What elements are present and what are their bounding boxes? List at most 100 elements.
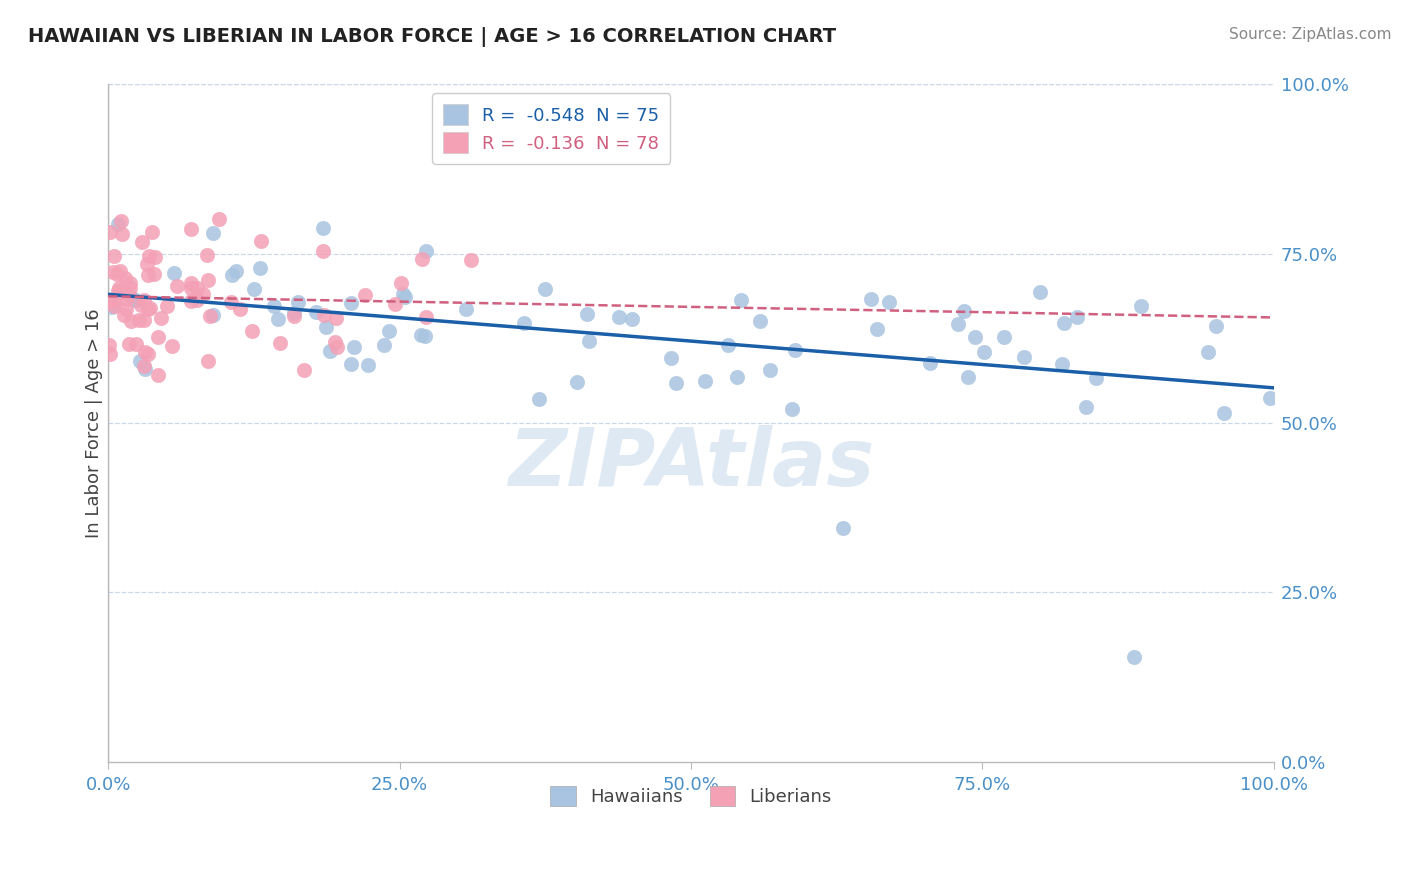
- Point: [124, 293, 146, 307]
- Point: [389, 276, 412, 290]
- Point: [354, 287, 377, 301]
- Point: [287, 295, 309, 310]
- Point: [180, 281, 202, 295]
- Point: [269, 336, 291, 351]
- Point: [101, 265, 124, 279]
- Point: [527, 392, 550, 407]
- Point: [98, 225, 121, 239]
- Point: [411, 252, 433, 266]
- Point: [965, 330, 987, 344]
- Point: [411, 328, 433, 343]
- Point: [717, 338, 740, 352]
- Point: [195, 248, 218, 262]
- Point: [198, 309, 221, 323]
- Point: [186, 293, 208, 307]
- Point: [312, 244, 335, 259]
- Point: [146, 368, 169, 382]
- Point: [110, 285, 132, 300]
- Point: [384, 297, 406, 311]
- Point: [578, 334, 600, 349]
- Point: [148, 330, 170, 344]
- Point: [186, 281, 208, 295]
- Point: [392, 286, 415, 301]
- Point: [118, 287, 141, 301]
- Point: [103, 249, 125, 263]
- Point: [730, 293, 752, 307]
- Text: Source: ZipAtlas.com: Source: ZipAtlas.com: [1229, 27, 1392, 42]
- Point: [107, 281, 129, 295]
- Point: [1029, 285, 1052, 299]
- Point: [394, 289, 416, 303]
- Point: [357, 359, 380, 373]
- Point: [283, 309, 305, 323]
- Point: [108, 285, 131, 300]
- Point: [665, 376, 688, 391]
- Point: [97, 338, 120, 352]
- Point: [693, 374, 716, 388]
- Point: [304, 305, 326, 319]
- Y-axis label: In Labor Force | Age > 16: In Labor Force | Age > 16: [86, 309, 103, 538]
- Point: [378, 324, 401, 338]
- Point: [242, 282, 264, 296]
- Point: [103, 299, 125, 313]
- Point: [340, 357, 363, 371]
- Point: [1076, 401, 1098, 415]
- Point: [112, 308, 135, 322]
- Point: [249, 260, 271, 275]
- Point: [229, 302, 252, 317]
- Point: [267, 312, 290, 326]
- Point: [180, 276, 202, 290]
- Point: [283, 306, 305, 320]
- Point: [343, 340, 366, 354]
- Point: [460, 252, 482, 267]
- Point: [513, 316, 536, 330]
- Point: [1197, 345, 1219, 359]
- Point: [124, 293, 146, 307]
- Point: [533, 282, 555, 296]
- Point: [782, 402, 804, 417]
- Point: [973, 345, 995, 359]
- Point: [607, 310, 630, 324]
- Point: [1129, 299, 1152, 313]
- Point: [946, 317, 969, 331]
- Point: [155, 299, 177, 313]
- Point: [340, 295, 363, 310]
- Point: [98, 293, 121, 308]
- Point: [413, 328, 436, 343]
- Point: [125, 337, 148, 351]
- Point: [748, 314, 770, 328]
- Point: [783, 343, 806, 357]
- Point: [143, 268, 166, 282]
- Point: [129, 354, 152, 368]
- Point: [208, 212, 231, 227]
- Point: [134, 362, 156, 376]
- Point: [180, 222, 202, 236]
- Point: [114, 271, 136, 285]
- Point: [1258, 391, 1281, 405]
- Point: [118, 277, 141, 291]
- Point: [107, 284, 129, 298]
- Point: [1123, 649, 1146, 664]
- Point: [163, 266, 186, 280]
- Text: ZIPAtlas: ZIPAtlas: [508, 425, 875, 503]
- Point: [101, 301, 124, 315]
- Point: [249, 234, 271, 248]
- Point: [318, 344, 340, 359]
- Point: [325, 310, 347, 325]
- Point: [1213, 406, 1236, 420]
- Point: [136, 301, 159, 316]
- Point: [1012, 350, 1035, 364]
- Point: [725, 369, 748, 384]
- Point: [312, 220, 335, 235]
- Point: [1053, 316, 1076, 330]
- Point: [456, 302, 478, 317]
- Point: [143, 251, 166, 265]
- Point: [953, 304, 976, 318]
- Text: HAWAIIAN VS LIBERIAN IN LABOR FORCE | AGE > 16 CORRELATION CHART: HAWAIIAN VS LIBERIAN IN LABOR FORCE | AG…: [28, 27, 837, 46]
- Point: [263, 299, 285, 313]
- Point: [134, 313, 156, 327]
- Point: [565, 376, 588, 390]
- Point: [132, 293, 155, 307]
- Point: [326, 340, 349, 354]
- Point: [134, 359, 156, 374]
